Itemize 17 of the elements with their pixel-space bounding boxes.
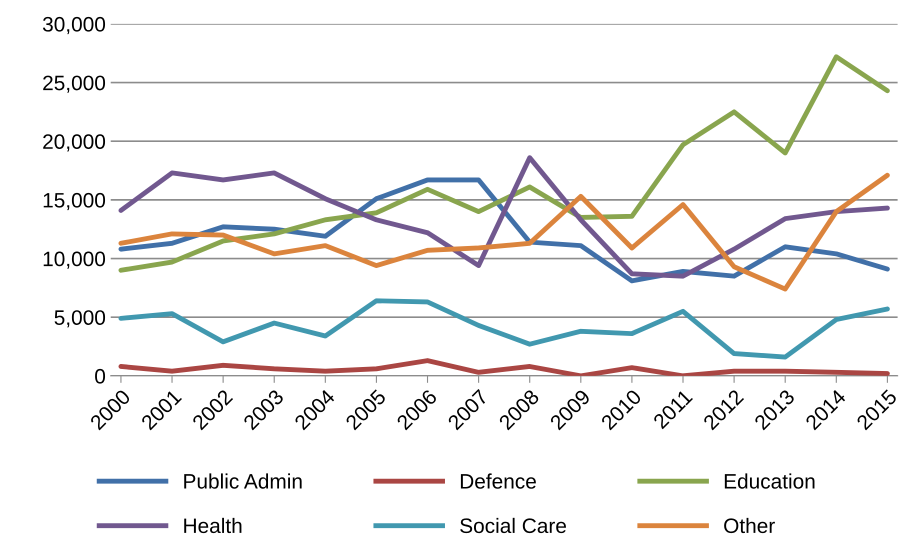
y-tick-label: 15,000 [44,192,106,210]
line-series [118,298,890,360]
legend-label: Education [724,473,814,489]
legend-label: Defence [460,473,536,489]
y-tick-label: 30,000 [42,16,106,34]
y-tick-label: 25,000 [43,76,106,93]
legend-label: Social Care [460,518,566,534]
line-series [118,358,890,376]
line-series [118,54,890,273]
line-series [118,155,890,279]
y-tick-label: 10,000 [44,252,106,269]
legend-label: Health [184,518,242,534]
legend-label: Other [724,518,775,534]
y-tick-label: 20,000 [43,134,106,152]
y-tick-label: 0 [95,368,106,384]
y-tick-label: 5,000 [54,310,106,328]
legend-label: Public Admin [184,473,302,489]
